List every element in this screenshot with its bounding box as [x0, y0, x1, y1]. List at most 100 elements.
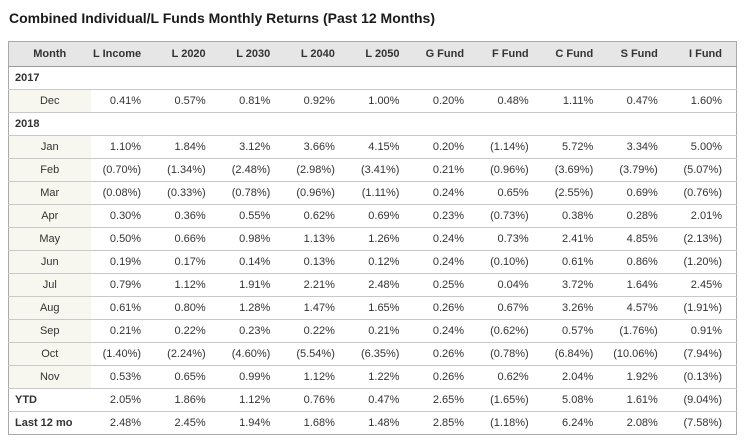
value-cell-l-2020: (0.33%) [155, 181, 220, 205]
value-cell-s-fund: 0.69% [607, 181, 672, 205]
value-cell-c-fund: 0.38% [542, 204, 608, 228]
table-row: Jan 1.10% 1.84% 3.12% 3.66% 4.15% 0.20% (1.14%)… [8, 135, 737, 159]
value-cell-s-fund: (3.79%) [607, 158, 672, 182]
value-cell-g-fund: 0.24% [413, 250, 479, 274]
value-cell-c-fund: 5.72% [542, 135, 608, 159]
value-cell-f-fund: (0.96%) [478, 158, 543, 182]
value-cell-l-income: 0.30% [90, 204, 156, 228]
month-label: Jun [8, 250, 91, 274]
table-header: Month L Income L 2020 L 2030 L 2040 L 2050 G F… [8, 41, 737, 67]
value-cell-c-fund: (2.55%) [542, 181, 608, 205]
value-cell-i-fund: (0.13%) [671, 365, 737, 389]
value-cell-l-2020: 0.22% [155, 319, 220, 343]
value-cell-l-2020: (2.24%) [155, 342, 220, 366]
value-cell-s-fund: 0.28% [607, 204, 672, 228]
value-cell-s-fund: 0.86% [607, 250, 672, 274]
table-row: Apr 0.30% 0.36% 0.55% 0.62% 0.69% 0.23% (0.73%)… [8, 204, 737, 228]
value-cell-i-fund: 0.91% [671, 319, 737, 343]
value-cell-i-fund: (2.13%) [671, 227, 737, 251]
value-cell-l-2020: 0.17% [155, 250, 220, 274]
value-cell-s-fund: (1.76%) [607, 319, 672, 343]
value-cell-s-fund: 1.64% [607, 273, 672, 297]
table-row: Sep 0.21% 0.22% 0.23% 0.22% 0.21% 0.24% (0.62%)… [8, 319, 737, 343]
table-body: 2017 Dec 0.41% 0.57% 0.81% 0.92% 1.00% 0.20% 0.4… [8, 66, 737, 435]
value-cell-l-2020: 0.57% [155, 89, 220, 113]
value-cell-l-2050: (1.11%) [348, 181, 414, 205]
value-cell-l-2040: (5.54%) [284, 342, 349, 366]
value-cell-l-2020: 0.65% [155, 365, 220, 389]
value-cell-c-fund: 2.04% [542, 365, 608, 389]
value-cell-l-2030: 1.28% [219, 296, 285, 320]
value-cell-g-fund: 2.65% [413, 388, 479, 412]
value-cell-c-fund: 6.24% [542, 411, 608, 435]
column-header-c-fund: C Fund [542, 41, 608, 67]
value-cell-s-fund: (10.06%) [607, 342, 672, 366]
value-cell-l-2030: (2.48%) [219, 158, 285, 182]
value-cell-i-fund: 2.01% [671, 204, 737, 228]
value-cell-l-income: 2.05% [90, 388, 156, 412]
value-cell-f-fund: (1.18%) [478, 411, 543, 435]
month-label: Oct [8, 342, 91, 366]
value-cell-l-2040: (0.96%) [284, 181, 349, 205]
column-header-f-fund: F Fund [478, 41, 543, 67]
value-cell-f-fund: (0.10%) [478, 250, 543, 274]
column-header-month: Month [8, 41, 91, 67]
value-cell-f-fund: (0.73%) [478, 204, 543, 228]
year-row: 2018 [8, 112, 737, 136]
value-cell-l-2030: (0.78%) [219, 181, 285, 205]
value-cell-l-income: (1.40%) [90, 342, 156, 366]
value-cell-i-fund: (9.04%) [671, 388, 737, 412]
value-cell-c-fund: 5.08% [542, 388, 608, 412]
value-cell-l-2050: (3.41%) [348, 158, 414, 182]
value-cell-l-2050: 0.12% [348, 250, 414, 274]
value-cell-l-2030: 0.55% [219, 204, 285, 228]
value-cell-l-2020: 1.84% [155, 135, 220, 159]
value-cell-f-fund: 0.62% [478, 365, 543, 389]
value-cell-i-fund: (5.07%) [671, 158, 737, 182]
value-cell-l-2020: 0.66% [155, 227, 220, 251]
value-cell-l-2030: 0.98% [219, 227, 285, 251]
value-cell-l-2050: 4.15% [348, 135, 414, 159]
value-cell-g-fund: 0.24% [413, 227, 479, 251]
value-cell-i-fund: (7.58%) [671, 411, 737, 435]
value-cell-l-2030: 1.12% [219, 388, 285, 412]
summary-label: YTD [8, 388, 91, 412]
value-cell-l-2050: 0.47% [348, 388, 414, 412]
value-cell-f-fund: (0.62%) [478, 319, 543, 343]
summary-row: YTD 2.05% 1.86% 1.12% 0.76% 0.47% 2.65% (1.65%)… [8, 388, 737, 412]
value-cell-l-income: (0.70%) [90, 158, 156, 182]
value-cell-l-income: 0.61% [90, 296, 156, 320]
column-header-l-2020: L 2020 [155, 41, 220, 67]
month-label: Dec [8, 89, 91, 113]
month-label: Jan [8, 135, 91, 159]
value-cell-g-fund: 0.26% [413, 296, 479, 320]
value-cell-l-2050: 0.21% [348, 319, 414, 343]
column-header-i-fund: I Fund [671, 41, 737, 67]
value-cell-l-2040: 0.62% [284, 204, 349, 228]
value-cell-i-fund: 1.60% [671, 89, 737, 113]
value-cell-i-fund: (1.91%) [671, 296, 737, 320]
column-header-s-fund: S Fund [607, 41, 672, 67]
value-cell-l-2020: 1.12% [155, 273, 220, 297]
value-cell-l-income: 0.79% [90, 273, 156, 297]
value-cell-l-2040: 0.13% [284, 250, 349, 274]
value-cell-l-2040: 0.92% [284, 89, 349, 113]
value-cell-l-2050: 1.22% [348, 365, 414, 389]
month-label: Nov [8, 365, 91, 389]
year-label: 2018 [8, 112, 737, 136]
value-cell-l-2030: 0.23% [219, 319, 285, 343]
value-cell-l-2030: 0.14% [219, 250, 285, 274]
value-cell-g-fund: 0.20% [413, 89, 479, 113]
value-cell-l-2030: 0.81% [219, 89, 285, 113]
value-cell-s-fund: 0.47% [607, 89, 672, 113]
value-cell-l-2030: 1.94% [219, 411, 285, 435]
value-cell-f-fund: 0.48% [478, 89, 543, 113]
column-header-l-2050: L 2050 [348, 41, 414, 67]
value-cell-l-2040: 1.13% [284, 227, 349, 251]
value-cell-g-fund: 0.26% [413, 342, 479, 366]
value-cell-f-fund: 0.73% [478, 227, 543, 251]
value-cell-i-fund: 2.45% [671, 273, 737, 297]
value-cell-l-2050: 1.65% [348, 296, 414, 320]
monthly-returns-table: Month L Income L 2020 L 2030 L 2040 L 2050 G F… [8, 41, 737, 435]
month-label: May [8, 227, 91, 251]
